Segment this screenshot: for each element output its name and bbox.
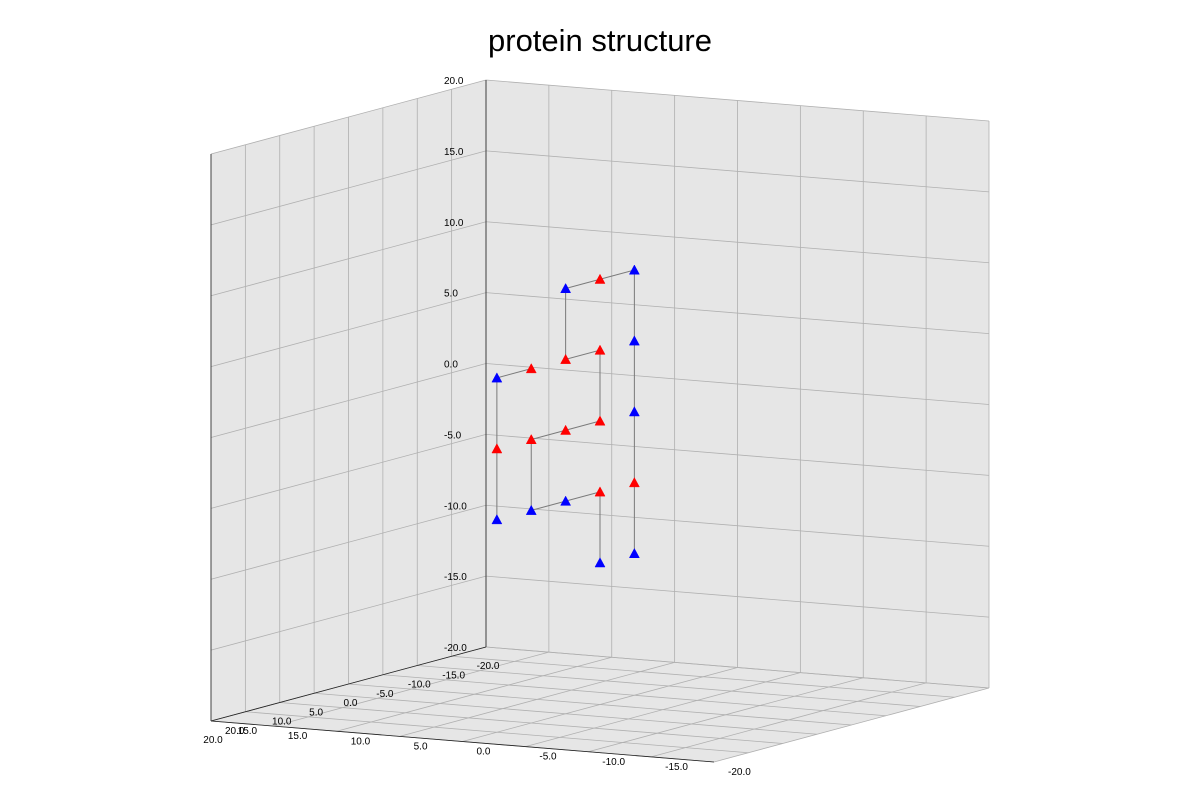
residue-marker-h: [594, 557, 606, 568]
residue-markers: [491, 264, 640, 568]
z-tick-label: 0.0: [444, 360, 458, 371]
y-tick-label: -5.0: [539, 752, 557, 763]
residue-marker-p: [594, 486, 606, 497]
residue-marker-h: [560, 495, 572, 506]
grid-line: [279, 702, 783, 744]
residue-marker-h: [628, 264, 640, 275]
x-tick-label: -5.0: [376, 689, 394, 700]
y-tick-label: 15.0: [288, 731, 308, 742]
residue-marker-h: [628, 406, 640, 417]
x-tick-label: 10.0: [272, 717, 292, 728]
x-tick-label: 0.0: [344, 698, 358, 709]
x-tick-label: -10.0: [408, 680, 431, 691]
grid-line: [210, 221, 487, 297]
grid-line: [485, 363, 990, 405]
z-tick-label: 10.0: [444, 218, 464, 229]
residue-marker-h: [628, 335, 640, 346]
grid-line: [462, 667, 738, 742]
y-tick-label: 20.0: [225, 726, 245, 737]
residue-marker-h: [560, 282, 572, 293]
z-tick-label: 5.0: [444, 289, 458, 300]
grid-line: [485, 150, 990, 193]
x-tick-label: 5.0: [309, 707, 323, 718]
residue-marker-h: [525, 504, 537, 515]
residue-marker-p: [491, 443, 503, 454]
grid-line: [485, 79, 990, 122]
y-tick-label: -15.0: [665, 762, 688, 773]
grid-line: [210, 150, 487, 226]
residue-marker-p: [525, 363, 537, 374]
x-tick-label: 20.0: [203, 735, 223, 746]
z-tick-label: 15.0: [444, 147, 464, 158]
y-axis-line: [210, 720, 715, 763]
residue-marker-p: [560, 353, 572, 364]
z-tick-label: 20.0: [444, 76, 464, 87]
residue-marker-p: [628, 477, 640, 488]
chain-bonds: [496, 269, 635, 563]
residue-marker-h: [491, 372, 503, 383]
y-tick-label: 10.0: [351, 736, 371, 747]
grid-line: [245, 711, 749, 754]
grid-line: [273, 651, 549, 727]
y-tick-label: 5.0: [414, 741, 428, 752]
x-tick-label: -20.0: [477, 661, 500, 672]
grid-line: [399, 661, 675, 737]
residue-marker-p: [525, 433, 537, 444]
axis-lines: [210, 80, 715, 763]
x-tick-label: 15.0: [238, 726, 258, 737]
residue-marker-p: [560, 424, 572, 435]
grid-line: [314, 692, 818, 735]
z-tick-label: -10.0: [444, 501, 467, 512]
grid-line: [210, 292, 487, 368]
grid-line: [210, 79, 487, 155]
grid-line: [210, 363, 487, 438]
x-axis-line: [210, 646, 487, 722]
chain-bonds-extra: [496, 368, 532, 520]
residue-marker-h: [628, 547, 640, 558]
residue-marker-p: [594, 344, 606, 355]
y-tick-label: 0.0: [477, 747, 491, 758]
grid-line: [485, 221, 990, 264]
grid-line: [336, 656, 612, 732]
z-tick-label: -15.0: [444, 572, 467, 583]
z-tick-label: -5.0: [444, 430, 462, 441]
x-tick-label: -15.0: [442, 670, 465, 681]
grid-line: [485, 292, 990, 335]
residue-marker-p: [594, 273, 606, 284]
tick-labels: -20.0-15.0-10.0-5.00.05.010.015.020.0-20…: [203, 76, 751, 778]
chart-title: protein structure: [488, 23, 712, 58]
chain-bonds-main: [530, 269, 635, 563]
residue-marker-h: [491, 514, 503, 525]
residue-marker-p: [594, 415, 606, 426]
y-tick-label: -10.0: [602, 757, 625, 768]
y-tick-label: -20.0: [728, 767, 751, 778]
z-tick-label: -20.0: [444, 643, 467, 654]
